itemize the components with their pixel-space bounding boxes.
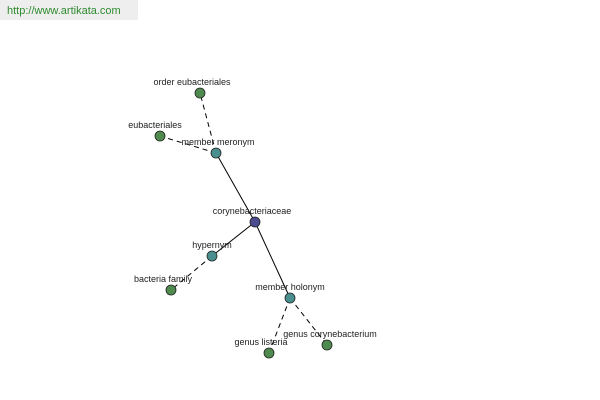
node[interactable] — [249, 216, 261, 228]
node[interactable] — [210, 147, 222, 159]
node[interactable] — [194, 87, 206, 99]
edge — [159, 135, 217, 154]
header-url[interactable]: http://www.artikata.com — [7, 5, 121, 17]
node-label[interactable]: eubacteriales — [128, 120, 182, 130]
node[interactable] — [263, 347, 275, 359]
edge — [268, 297, 291, 354]
node[interactable] — [206, 250, 218, 262]
node-label[interactable]: bacteria family — [134, 274, 193, 284]
header-bar — [0, 0, 138, 20]
nodes — [154, 87, 333, 359]
node-label[interactable]: genus listeria — [234, 337, 287, 347]
node[interactable] — [154, 130, 166, 142]
node-label[interactable]: corynebacteriaceae — [213, 206, 292, 216]
node-label[interactable]: hypernym — [192, 240, 232, 250]
node-label[interactable]: member meronym — [181, 137, 254, 147]
edge — [289, 297, 328, 346]
labels: corynebacteriaceae member meronym order … — [128, 77, 377, 347]
node-label[interactable]: genus corynebacterium — [283, 329, 377, 339]
node[interactable] — [284, 292, 296, 304]
node-label[interactable]: member holonym — [255, 282, 325, 292]
node[interactable] — [321, 339, 333, 351]
node[interactable] — [165, 284, 177, 296]
edge — [254, 221, 291, 299]
node-label[interactable]: order eubacteriales — [153, 77, 231, 87]
edge — [170, 255, 213, 291]
edge — [199, 92, 217, 154]
edge — [211, 221, 256, 257]
edge — [215, 152, 256, 223]
edges — [159, 92, 328, 354]
